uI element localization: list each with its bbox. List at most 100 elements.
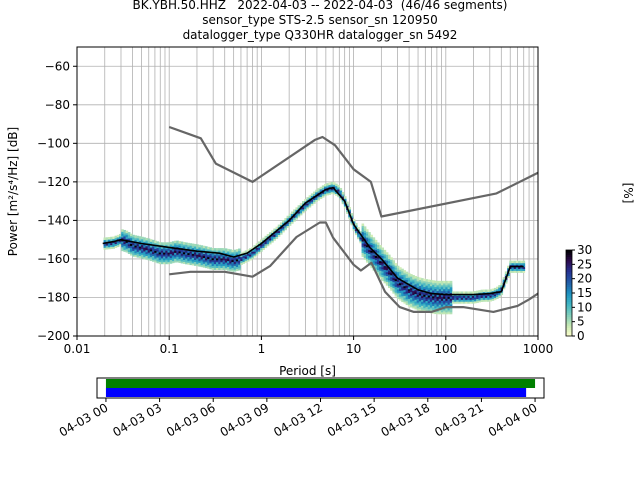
psd-cell <box>396 290 400 294</box>
psd-cell <box>365 238 369 242</box>
psd-cell <box>328 182 332 186</box>
psd-cell <box>207 264 210 267</box>
psd-cell <box>213 263 217 267</box>
psd-cell <box>253 250 257 254</box>
psd-cell <box>163 248 166 251</box>
psd-cell <box>337 184 340 188</box>
psd-cell <box>414 281 418 285</box>
psd-cell <box>189 260 193 264</box>
psd-cell <box>467 299 470 302</box>
psd-cell <box>425 302 429 305</box>
psd-cell <box>218 265 221 269</box>
psd-cell <box>257 249 261 252</box>
psd-cell <box>165 250 168 253</box>
psd-cell <box>196 244 199 247</box>
psd-cell <box>407 280 411 284</box>
psd-cell <box>240 260 243 263</box>
psd-cell <box>445 282 448 286</box>
psd-cell <box>264 239 268 243</box>
psd-cell <box>381 260 384 264</box>
psd-cell <box>388 254 391 258</box>
psd-cell <box>509 260 512 264</box>
psd-cell <box>368 239 371 243</box>
psd-cell <box>275 234 279 237</box>
psd-cell <box>482 297 486 300</box>
psd-cell <box>216 250 219 253</box>
psd-cell <box>202 257 206 260</box>
psd-cell <box>123 231 127 235</box>
psd-cell <box>138 255 142 259</box>
psd-cell <box>290 213 294 217</box>
psd-cell <box>158 251 162 255</box>
psd-cell <box>392 262 396 265</box>
psd-cell <box>200 252 204 256</box>
psd-cell <box>204 248 208 251</box>
psd-cell <box>399 288 402 292</box>
psd-cell <box>509 268 512 271</box>
psd-cell <box>467 297 470 300</box>
psd-cell <box>412 303 415 307</box>
psd-cell <box>211 255 215 259</box>
psd-cell <box>376 246 380 249</box>
psd-cell <box>498 292 501 296</box>
psd-cell <box>160 242 164 245</box>
psd-cell <box>286 221 290 225</box>
psd-cell <box>138 240 142 243</box>
psd-cell <box>282 222 285 225</box>
psd-cell <box>207 256 210 260</box>
psd-cell <box>460 299 464 302</box>
psd-cell <box>167 251 171 255</box>
psd-cell <box>496 294 499 297</box>
psd-cell <box>372 245 376 248</box>
psd-cell <box>500 292 504 296</box>
psd-cell <box>423 286 426 290</box>
psd-cell <box>372 262 376 265</box>
psd-cell <box>191 245 195 249</box>
psd-cell <box>496 296 499 299</box>
psd-cell <box>134 252 138 256</box>
psd-cell <box>266 241 270 245</box>
psd-cell <box>330 183 334 187</box>
psd-cell <box>412 305 415 309</box>
psd-cell <box>295 216 298 220</box>
psd-cell <box>407 296 411 299</box>
psd-cell <box>385 273 389 277</box>
psd-cell <box>443 302 446 305</box>
psd-cell <box>114 245 118 248</box>
psd-cell <box>337 190 340 194</box>
psd-cell <box>152 249 155 253</box>
psd-cell <box>211 265 215 268</box>
psd-cell <box>429 301 433 304</box>
psd-cell <box>180 253 184 256</box>
psd-cell <box>240 262 243 265</box>
psd-cell <box>207 252 210 256</box>
plot-area <box>77 47 538 336</box>
psd-cell <box>216 265 219 269</box>
psd-cell <box>421 283 424 287</box>
colorbar-cell <box>566 310 572 313</box>
psd-cell <box>105 243 109 246</box>
psd-cell <box>390 278 393 282</box>
psd-cell <box>361 223 365 227</box>
psd-cell <box>372 243 376 246</box>
psd-cell <box>368 243 371 247</box>
psd-cell <box>158 259 162 263</box>
psd-cell <box>121 244 124 248</box>
psd-cell <box>418 277 422 281</box>
psd-cell <box>509 270 512 273</box>
psd-cell <box>403 299 407 302</box>
psd-cell <box>388 258 391 262</box>
psd-cell <box>143 250 146 254</box>
psd-cell <box>339 187 343 191</box>
psd-cell <box>405 302 409 306</box>
psd-cell <box>235 249 239 252</box>
psd-cell <box>429 297 433 300</box>
psd-cell <box>478 292 482 295</box>
psd-cell <box>522 266 526 270</box>
colorbar-tick-label: 25 <box>577 257 592 271</box>
psd-cell <box>403 287 407 291</box>
psd-cell <box>158 249 162 253</box>
psd-cell <box>388 279 391 283</box>
psd-cell <box>403 291 407 294</box>
